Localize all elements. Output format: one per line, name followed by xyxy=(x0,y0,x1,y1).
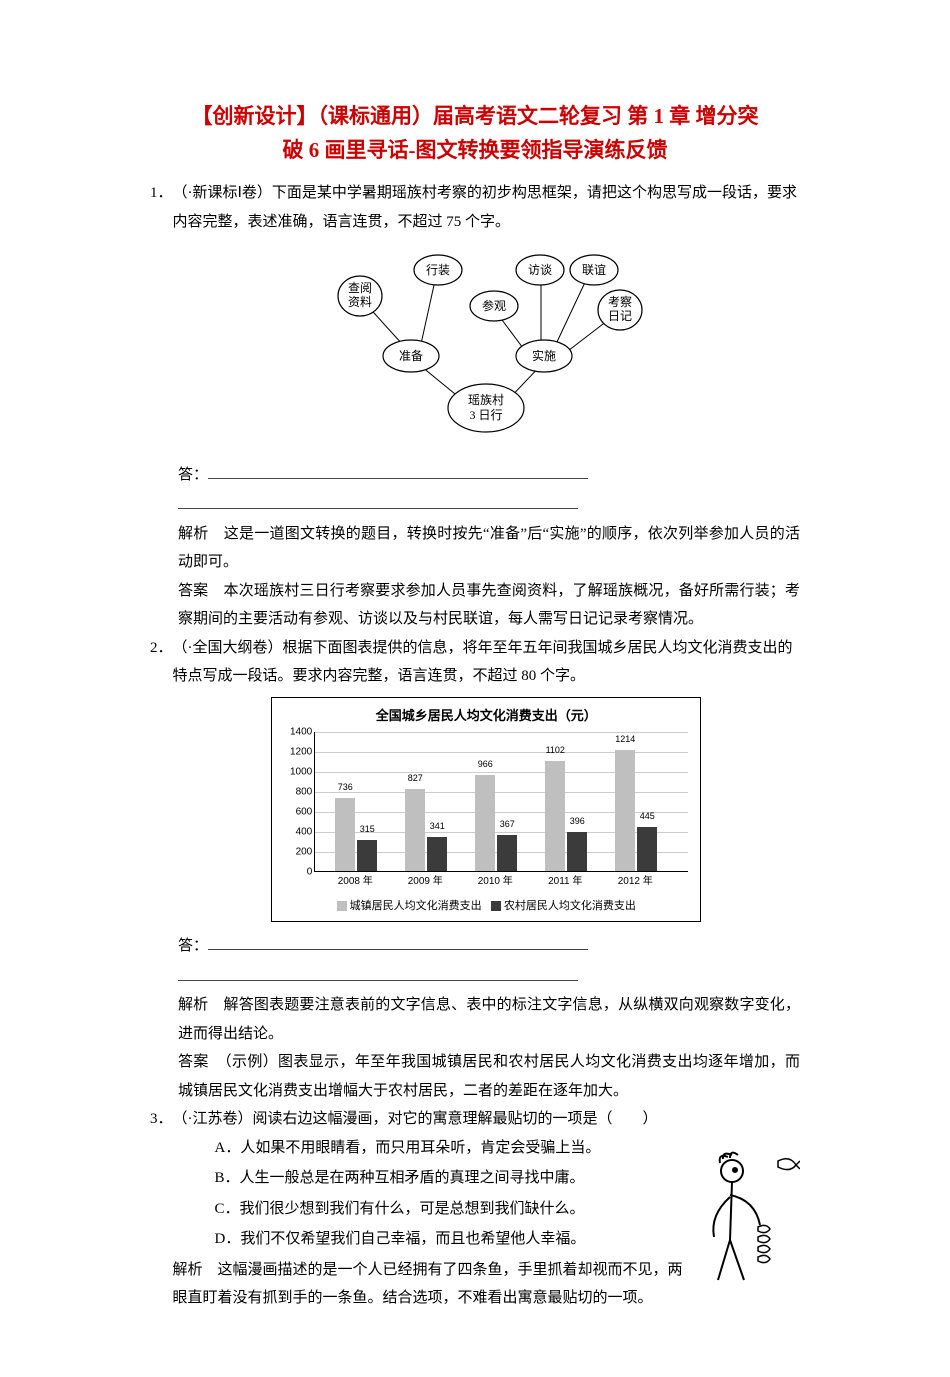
q1-ans-label: 答： xyxy=(178,467,208,483)
bar-value-label: 1214 xyxy=(610,731,640,748)
y-tick: 800 xyxy=(296,783,313,802)
x-label: 2010 年 xyxy=(478,872,513,891)
blank-line[interactable] xyxy=(178,967,578,981)
label-jiexi: 解析 xyxy=(178,997,208,1013)
chart-title: 全国城乡居民人均文化消费支出（元） xyxy=(280,704,692,729)
q2-jiexi: 解析 解答图表题要注意表前的文字信息、表中的标注文字信息，从纵横双向观察数字变化… xyxy=(178,991,800,1048)
y-tick: 400 xyxy=(296,823,313,842)
chart-x-labels: 2008 年 2009 年 2010 年 2011 年 2012 年 xyxy=(314,872,688,892)
q2-daan: 答案 （示例）图表显示，年至年我国城镇居民和农村居民人均文化消费支出均逐年增加，… xyxy=(178,1048,800,1105)
bar-value-label: 367 xyxy=(492,816,522,833)
legend-swatch-rural xyxy=(491,901,501,911)
node-root-l2: 3 日行 xyxy=(470,408,503,422)
bar xyxy=(567,832,587,872)
y-tick: 600 xyxy=(296,803,313,822)
bar-value-label: 736 xyxy=(330,779,360,796)
q2-answer-line: 答： xyxy=(178,932,800,961)
q2-number: 2． xyxy=(150,634,173,929)
y-tick: 1400 xyxy=(290,723,312,742)
node-i1: 参观 xyxy=(482,298,506,313)
q2-daan-text: （示例）图表显示，年至年我国城镇居民和农村居民人均文化消费支出均逐年增加，而城镇… xyxy=(178,1054,800,1099)
chart-y-axis: 0200400600800100012001400 xyxy=(280,732,314,872)
node-p1-l2: 资料 xyxy=(348,295,372,309)
node-root-l1: 瑶族村 xyxy=(468,393,504,407)
q2-jiexi-text: 解答图表题要注意表前的文字信息、表中的标注文字信息，从纵横双向观察数字变化，进而… xyxy=(178,997,800,1042)
doc-title: 【创新设计】（课标通用）届高考语文二轮复习 第 1 章 增分突 破 6 画里寻话… xyxy=(150,100,800,167)
x-label: 2009 年 xyxy=(408,872,443,891)
y-tick: 0 xyxy=(307,863,313,882)
bar-value-label: 341 xyxy=(422,818,452,835)
bar xyxy=(637,827,657,872)
question-3: 3． xyxy=(150,1105,800,1313)
chart-legend: 城镇居民人均文化消费支出 农村居民人均文化消费支出 xyxy=(280,896,692,917)
node-prepare: 准备 xyxy=(399,349,423,363)
y-tick: 1000 xyxy=(290,763,312,782)
bar-value-label: 1102 xyxy=(540,742,570,759)
x-label: 2012 年 xyxy=(618,872,653,891)
y-tick: 1200 xyxy=(290,743,312,762)
q1-daan-text: 本次瑶族村三日行考察要求参加人员事先查阅资料，了解瑶族概况，备好所需行装；考察期… xyxy=(178,583,800,628)
node-p1-l1: 查阅 xyxy=(348,281,372,295)
label-jiexi: 解析 xyxy=(173,1262,203,1278)
bar xyxy=(427,837,447,871)
q1-daan: 答案 本次瑶族村三日行考察要求参加人员事先查阅资料，了解瑶族概况，备好所需行装；… xyxy=(178,577,800,634)
bar-value-label: 827 xyxy=(400,770,430,787)
title-line1: 【创新设计】（课标通用）届高考语文二轮复习 第 1 章 增分突 xyxy=(192,104,759,128)
x-label: 2011 年 xyxy=(548,872,582,891)
q1-jiexi-text: 这是一道图文转换的题目，转换时按先“准备”后“实施”的顺序，依次列举参加人员的活… xyxy=(178,526,800,571)
node-p2: 行装 xyxy=(426,263,450,277)
bar-value-label: 396 xyxy=(562,813,592,830)
q1-answer-line: 答： xyxy=(178,461,800,490)
q3-jiexi-text: 这幅漫画描述的是一个人已经拥有了四条鱼，手里抓着却视而不见，两眼直盯着没有抓到手… xyxy=(173,1262,683,1307)
q1-jiexi: 解析 这是一道图文转换的题目，转换时按先“准备”后“实施”的顺序，依次列举参加人… xyxy=(178,520,800,577)
label-jiexi: 解析 xyxy=(178,526,209,542)
blank-line[interactable] xyxy=(208,465,588,479)
question-1: 1． （·新课标Ⅰ卷）下面是某中学暑期瑶族村考察的初步构思框架，请把这个构思写成… xyxy=(150,179,800,457)
label-daan: 答案 xyxy=(178,1054,209,1070)
bar-value-label: 315 xyxy=(352,821,382,838)
blank-line[interactable] xyxy=(178,495,578,509)
blank-line[interactable] xyxy=(208,936,588,950)
legend-rural: 农村居民人均文化消费支出 xyxy=(504,900,636,912)
node-i4-l1: 考察 xyxy=(608,295,632,309)
chart-plot: 736 315 827 341 966 367 1102 396 1214 445 xyxy=(314,732,688,872)
node-i4-l2: 日记 xyxy=(608,309,632,323)
q1-number: 1． xyxy=(150,179,173,457)
q1-stem: （·新课标Ⅰ卷）下面是某中学暑期瑶族村考察的初步构思框架，请把这个构思写成一段话… xyxy=(173,179,800,236)
q2-ans-label: 答： xyxy=(178,938,208,954)
q3-cartoon xyxy=(700,1145,800,1295)
q3-stem: （·江苏卷）阅读右边这幅漫画，对它的寓意理解最贴切的一项是（ ） xyxy=(173,1105,800,1134)
q2-stem: （·全国大纲卷）根据下面图表提供的信息，将年至年五年间我国城乡居民人均文化消费支… xyxy=(173,634,800,691)
title-line2: 破 6 画里寻话-图文转换要领指导演练反馈 xyxy=(283,138,668,162)
q1-diagram: 瑶族村 3 日行 准备 实施 查阅 资料 行装 参观 访谈 xyxy=(173,244,800,445)
q2-chart: 全国城乡居民人均文化消费支出（元） 0200400600800100012001… xyxy=(271,697,701,923)
q3-number: 3． xyxy=(150,1105,173,1313)
x-label: 2008 年 xyxy=(338,872,373,891)
node-i2: 访谈 xyxy=(528,263,552,277)
bar xyxy=(357,840,377,872)
label-daan: 答案 xyxy=(178,583,208,599)
node-implement: 实施 xyxy=(532,348,556,363)
legend-urban: 城镇居民人均文化消费支出 xyxy=(350,900,482,912)
bar-value-label: 445 xyxy=(632,808,662,825)
node-i3: 联谊 xyxy=(582,262,606,277)
y-tick: 200 xyxy=(296,843,313,862)
bar xyxy=(497,835,517,872)
legend-swatch-urban xyxy=(337,901,347,911)
question-2: 2． （·全国大纲卷）根据下面图表提供的信息，将年至年五年间我国城乡居民人均文化… xyxy=(150,634,800,929)
bar-value-label: 966 xyxy=(470,756,500,773)
